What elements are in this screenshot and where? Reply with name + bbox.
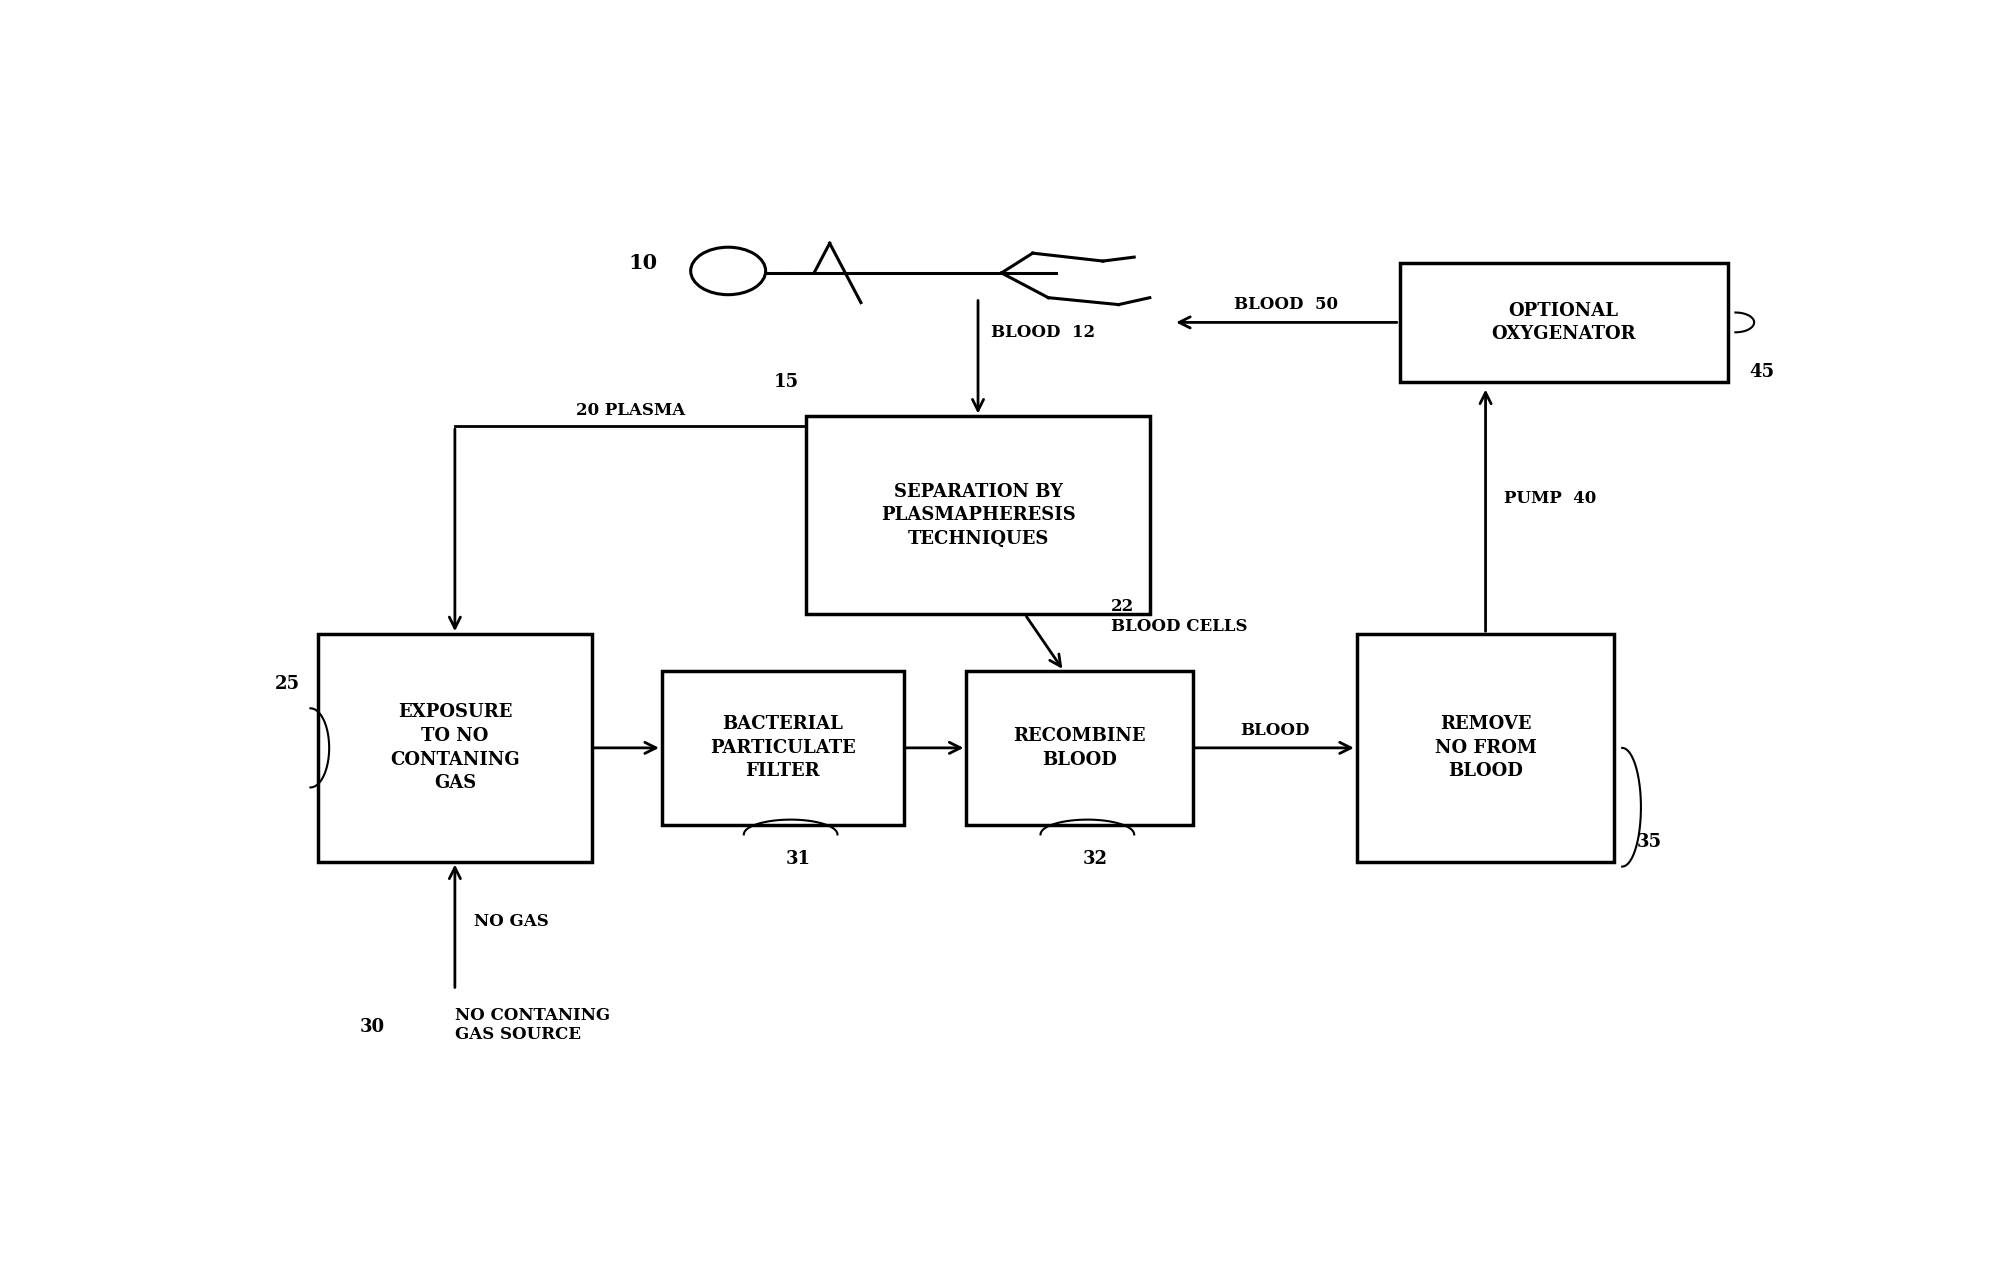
Text: NO GAS: NO GAS [473,912,548,929]
Text: 30: 30 [358,1018,385,1036]
Text: 20 PLASMA: 20 PLASMA [576,402,685,419]
Text: PUMP  40: PUMP 40 [1504,490,1595,506]
Text: 45: 45 [1748,362,1774,380]
Text: 31: 31 [785,851,810,869]
Text: 10: 10 [628,253,657,272]
FancyBboxPatch shape [1355,634,1613,862]
Text: 15: 15 [773,373,798,391]
Text: BLOOD  12: BLOOD 12 [991,324,1094,341]
Text: 32: 32 [1082,851,1108,869]
Text: EXPOSURE
TO NO
CONTANING
GAS: EXPOSURE TO NO CONTANING GAS [391,703,520,793]
Text: BLOOD  50: BLOOD 50 [1235,296,1337,314]
Text: OPTIONAL
OXYGENATOR: OPTIONAL OXYGENATOR [1490,302,1635,343]
Text: RECOMBINE
BLOOD: RECOMBINE BLOOD [1013,727,1146,768]
Text: 25: 25 [274,675,300,693]
Text: SEPARATION BY
PLASMAPHERESIS
TECHNIQUES: SEPARATION BY PLASMAPHERESIS TECHNIQUES [880,483,1075,547]
FancyBboxPatch shape [661,671,904,825]
Text: BACTERIAL
PARTICULATE
FILTER: BACTERIAL PARTICULATE FILTER [709,716,856,780]
FancyBboxPatch shape [318,634,592,862]
Text: 22
BLOOD CELLS: 22 BLOOD CELLS [1110,599,1247,635]
FancyBboxPatch shape [1400,263,1726,382]
FancyBboxPatch shape [967,671,1192,825]
Text: REMOVE
NO FROM
BLOOD: REMOVE NO FROM BLOOD [1434,716,1537,780]
Text: NO CONTANING
GAS SOURCE: NO CONTANING GAS SOURCE [455,1006,610,1043]
Text: BLOOD: BLOOD [1239,722,1309,739]
FancyBboxPatch shape [806,416,1150,614]
Text: 35: 35 [1635,833,1662,851]
